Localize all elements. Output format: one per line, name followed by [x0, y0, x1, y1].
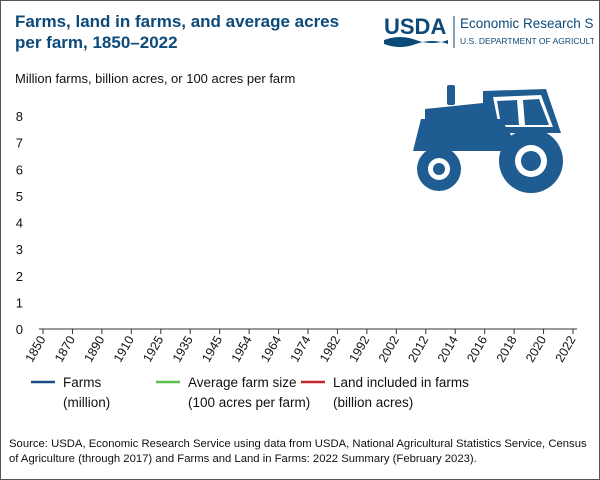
logo: USDA Economic Research Service U.S. DEPA…	[384, 14, 594, 48]
x-tick-label: 2018	[494, 333, 520, 364]
source-note: Source: USDA, Economic Research Service …	[9, 438, 587, 465]
x-tick-label: 1870	[52, 333, 78, 364]
chart-title: Farms, land in farms, and average acres …	[15, 12, 340, 52]
legend-unit: (100 acres per farm)	[188, 395, 310, 410]
x-tick-label: 1890	[81, 333, 107, 364]
y-tick-label: 8	[16, 109, 23, 124]
logo-mark: USDA	[384, 14, 446, 39]
tractor-icon	[413, 85, 563, 193]
x-tick-label: 2014	[435, 333, 461, 364]
x-tick-label: 1850	[23, 333, 49, 364]
chart: 0 1 2 3 4 5 6 7 8 1850 1870 1890 1910 1925 1935 1945 195…	[16, 85, 579, 410]
legend-label: Land included in farms	[333, 375, 469, 390]
y-tick-label: 0	[16, 322, 23, 337]
y-tick-label: 2	[16, 269, 23, 284]
x-tick-label: 1974	[288, 333, 314, 364]
legend-label: Farms	[63, 375, 101, 390]
x-tick-label: 1964	[258, 333, 284, 364]
y-axis-label: Million farms, billion acres, or 100 acr…	[15, 71, 296, 86]
y-tick-label: 7	[16, 136, 23, 151]
y-tick-label: 5	[16, 189, 23, 204]
legend-unit: (million)	[63, 395, 110, 410]
x-tick-label: 1954	[229, 333, 255, 364]
x-tick-label: 1935	[170, 333, 196, 364]
x-tick-label: 2022	[553, 333, 579, 364]
y-tick-label: 3	[16, 242, 23, 257]
logo-wave	[384, 37, 448, 47]
legend: Farms (million) Average farm size (100 acre…	[31, 375, 469, 410]
x-tick-label: 1910	[111, 333, 137, 364]
x-tick-label: 1982	[317, 333, 343, 364]
legend-unit: (billion acres)	[333, 395, 413, 410]
y-tick-label: 6	[16, 162, 23, 177]
x-tick-label: 1992	[346, 333, 372, 364]
x-tick-label: 2016	[464, 333, 490, 364]
logo-department: U.S. DEPARTMENT OF AGRICULTURE	[460, 36, 594, 46]
y-tick-label: 4	[16, 216, 23, 231]
legend-label: Average farm size	[188, 375, 297, 390]
logo-agency: Economic Research Service	[460, 16, 594, 31]
y-tick-label: 1	[16, 295, 23, 310]
x-tick-label: 2012	[405, 333, 431, 364]
x-tick-label: 1945	[199, 333, 225, 364]
x-tick-label: 1925	[140, 333, 166, 364]
x-tick-label: 2020	[523, 333, 549, 364]
x-tick-label: 2002	[376, 333, 402, 364]
